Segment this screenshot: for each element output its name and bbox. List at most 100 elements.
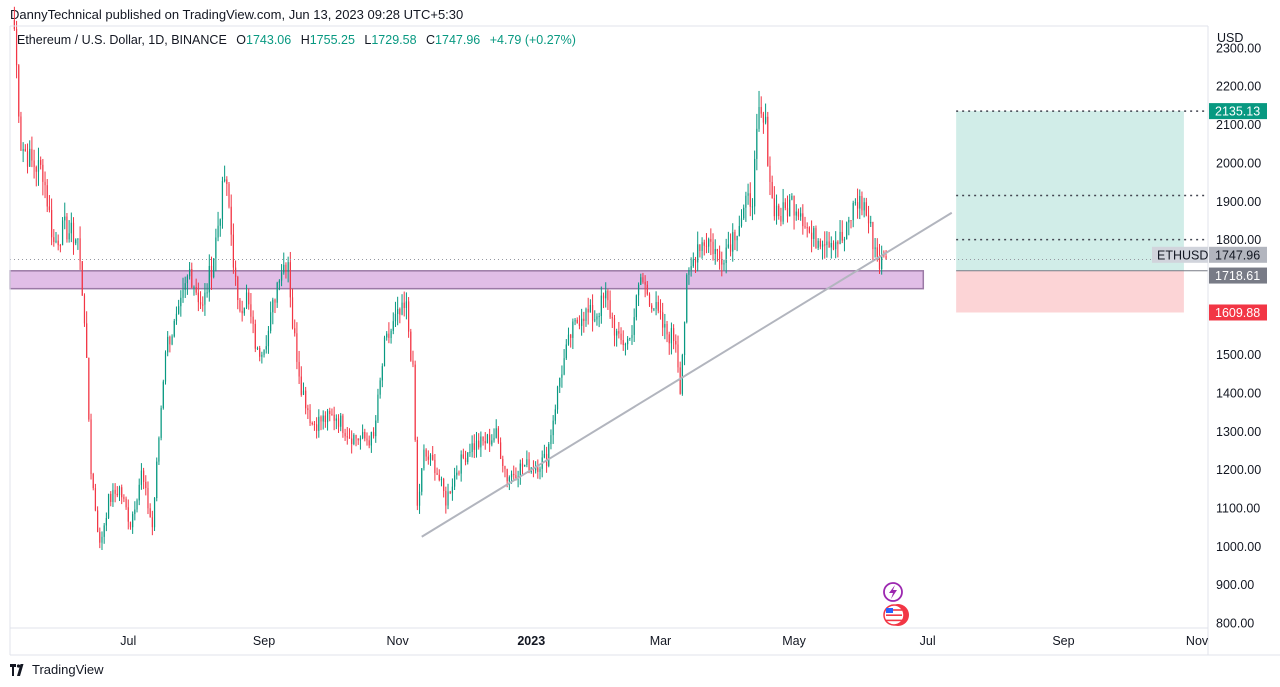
candle-body <box>668 334 670 344</box>
candle-body <box>318 416 320 431</box>
candle-body <box>230 206 232 235</box>
candle <box>178 299 180 315</box>
candle-body <box>348 437 351 439</box>
candle <box>72 217 75 255</box>
candle-body <box>832 242 835 250</box>
candle <box>767 111 769 167</box>
candle-body <box>15 29 18 66</box>
candle-body <box>690 266 692 270</box>
low-label: L <box>364 33 372 47</box>
candle <box>786 195 789 223</box>
candle <box>13 6 15 31</box>
candle-body <box>13 20 15 30</box>
candle-body <box>140 470 143 485</box>
candle-body <box>245 292 248 308</box>
candle <box>751 198 754 221</box>
candle-body <box>666 323 668 335</box>
candle-body <box>458 472 460 474</box>
candle <box>318 409 320 438</box>
candle-body <box>627 338 629 345</box>
candle <box>186 274 189 295</box>
candle <box>837 240 839 258</box>
candle-body <box>97 510 99 533</box>
candle-body <box>464 457 467 463</box>
candle-body <box>61 220 64 246</box>
candle <box>747 183 749 205</box>
candle <box>835 231 837 259</box>
candle <box>81 261 83 296</box>
candle <box>556 385 559 414</box>
candle-body <box>670 328 673 344</box>
candle-body <box>732 232 734 252</box>
candle-body <box>55 240 57 242</box>
candle-body <box>673 328 675 341</box>
price-label-entry: 1718.61 <box>1209 267 1267 284</box>
candle <box>810 220 813 253</box>
close-value: 1747.96 <box>435 33 481 47</box>
us-flag-economic-event-icon[interactable] <box>883 604 909 626</box>
candle <box>493 428 495 443</box>
lightning-event-icon[interactable] <box>883 582 903 602</box>
support-zone[interactable] <box>9 270 925 290</box>
candle-body <box>497 428 500 443</box>
candle-body <box>874 247 876 250</box>
candle-body <box>355 434 357 439</box>
candle <box>432 446 434 461</box>
candle <box>228 181 230 209</box>
candle <box>245 284 248 310</box>
candle <box>524 464 526 467</box>
candle-body <box>609 300 611 318</box>
candle-body <box>77 238 79 240</box>
candle <box>865 197 867 217</box>
candle-body <box>151 517 153 528</box>
candle <box>778 203 780 220</box>
candle-body <box>48 206 51 210</box>
candle-body <box>662 312 664 328</box>
candle <box>697 231 699 272</box>
candle <box>259 345 261 362</box>
candle <box>199 291 202 309</box>
candle-body <box>576 319 578 324</box>
candle-body <box>259 347 261 357</box>
candle-body <box>648 294 651 306</box>
candle-body <box>162 381 164 409</box>
ascending-trendline[interactable] <box>421 211 953 538</box>
candle-body <box>29 148 31 167</box>
candle <box>278 279 280 291</box>
candle <box>513 465 515 480</box>
footer-brand[interactable]: TradingView <box>10 662 104 677</box>
candle-body <box>482 436 484 442</box>
candle-body <box>778 205 780 217</box>
candle-body <box>213 258 215 278</box>
candle <box>598 312 600 328</box>
candle-body <box>469 451 471 453</box>
candle-body <box>88 357 90 420</box>
candle-body <box>368 440 370 446</box>
candle-body <box>795 211 797 216</box>
candle-body <box>375 420 377 437</box>
profit-target-zone[interactable] <box>956 111 1184 271</box>
candle <box>605 282 607 308</box>
candle <box>147 481 149 515</box>
candle <box>392 312 394 335</box>
candle <box>397 296 399 326</box>
candles-group <box>13 6 887 551</box>
candle-body <box>550 435 552 445</box>
stop-loss-zone[interactable] <box>956 270 1184 313</box>
candle-body <box>105 517 107 526</box>
candle <box>346 427 348 445</box>
candle-body <box>705 245 708 247</box>
candle <box>175 306 178 325</box>
candle-body <box>480 436 482 448</box>
candle-body <box>425 449 427 457</box>
candle-body <box>865 202 867 216</box>
candle <box>127 499 129 530</box>
candle-body <box>180 297 182 307</box>
candle-body <box>138 484 140 501</box>
candle-body <box>92 473 94 489</box>
candle-body <box>103 525 105 537</box>
candle-body <box>186 276 189 284</box>
candle-body <box>848 220 850 223</box>
candle-body <box>305 390 307 409</box>
